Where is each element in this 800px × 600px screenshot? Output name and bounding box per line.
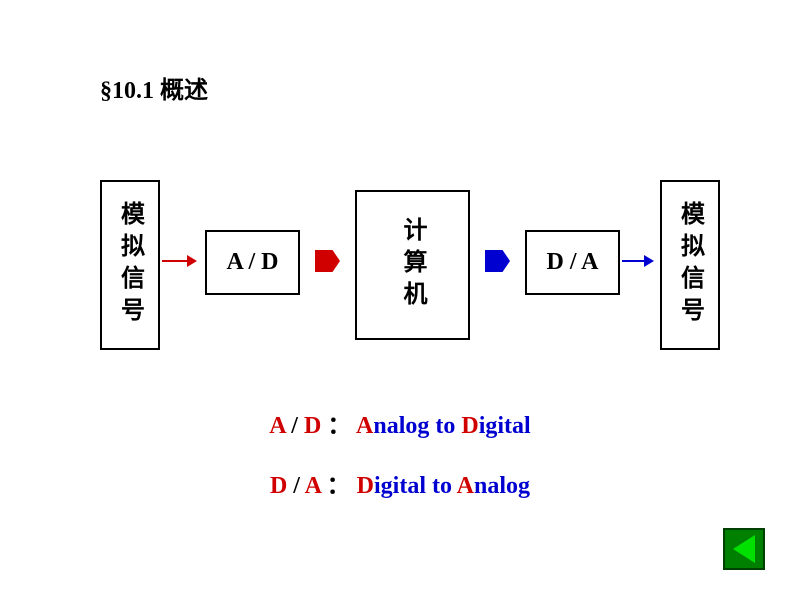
node-analog-out: 模拟信号 (660, 180, 720, 350)
ad-exp-a: A (356, 413, 373, 439)
edge-computer-to-da (485, 250, 510, 272)
da-label-a: A (305, 473, 321, 499)
definition-da: D / A ： Digital to Analog (0, 465, 800, 500)
node-ad: A / D (205, 230, 300, 295)
ad-label-d: D (304, 413, 321, 439)
ad-label-a: A (269, 413, 285, 439)
back-button[interactable] (723, 528, 765, 570)
da-exp-igital: igital to (374, 473, 457, 499)
ad-colon: ： (321, 413, 356, 439)
da-exp-d: D (357, 473, 374, 499)
node-computer: 计算机 (355, 190, 470, 340)
signal-flow-diagram: 模拟信号 A / D 计算机 D / A 模拟信号 (100, 180, 700, 350)
ad-exp-nalog: nalog to (373, 413, 461, 439)
section-title: §10.1 概述 (100, 70, 208, 105)
edge-da-to-analog (622, 260, 652, 262)
node-analog-in: 模拟信号 (100, 180, 160, 350)
ad-exp-igital: igital (479, 413, 531, 439)
ad-exp-d: D (461, 413, 478, 439)
ad-slash: / (285, 413, 304, 439)
da-label-d: D (270, 473, 287, 499)
back-triangle-icon (733, 535, 755, 563)
edge-ad-to-computer (315, 250, 340, 272)
da-exp-a: A (457, 473, 474, 499)
da-colon: ： (321, 473, 357, 499)
definitions: A / D ： Analog to Digital D / A ： Digita… (0, 405, 800, 500)
edge-analog-to-ad (162, 260, 195, 262)
node-da: D / A (525, 230, 620, 295)
da-exp-nalog: nalog (474, 473, 530, 499)
da-slash: / (287, 473, 304, 499)
definition-ad: A / D ： Analog to Digital (0, 405, 800, 440)
